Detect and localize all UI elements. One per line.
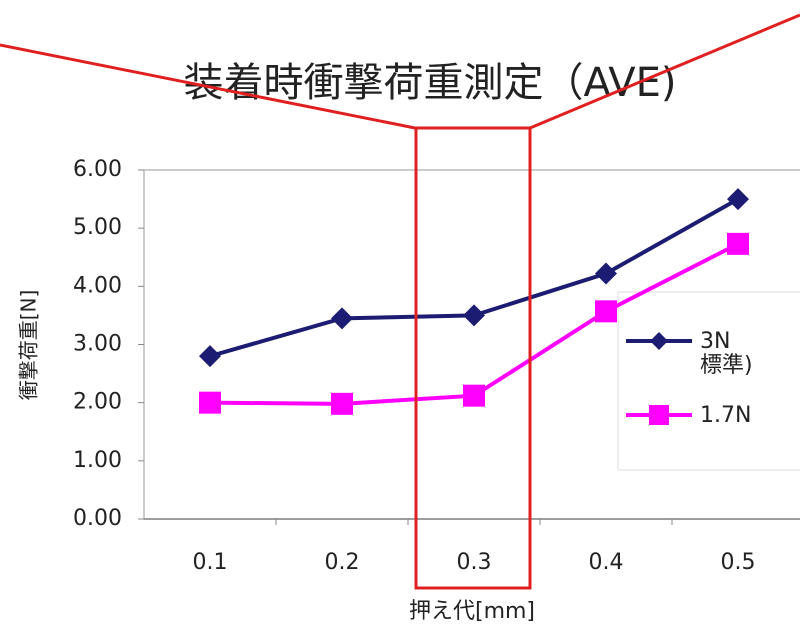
point bbox=[463, 304, 485, 327]
point bbox=[595, 300, 617, 323]
point bbox=[331, 392, 353, 415]
point bbox=[199, 345, 221, 368]
point bbox=[727, 188, 749, 211]
x-tick-label: 0.2 bbox=[325, 550, 360, 575]
callout-line bbox=[529, 13, 800, 130]
point bbox=[199, 391, 221, 414]
x-tick-label: 0.3 bbox=[457, 550, 492, 575]
highlight-box bbox=[414, 126, 532, 590]
annotation bbox=[0, 13, 800, 590]
legend-marker bbox=[650, 332, 668, 350]
point bbox=[463, 384, 485, 407]
x-axis-label: 押え代[mm] bbox=[409, 599, 535, 624]
y-tick-label: 4.00 bbox=[73, 273, 122, 298]
point bbox=[595, 262, 617, 285]
legend-label: 1.7N bbox=[700, 403, 752, 428]
y-tick-label: 0.00 bbox=[73, 506, 122, 531]
point bbox=[331, 307, 353, 330]
x-tick-label: 0.1 bbox=[193, 550, 228, 575]
legend-marker bbox=[649, 405, 669, 425]
x-tick-label: 0.5 bbox=[721, 550, 756, 575]
y-tick-label: 2.00 bbox=[73, 390, 122, 415]
y-tick-label: 1.00 bbox=[73, 448, 122, 473]
point bbox=[727, 232, 749, 255]
y-tick-label: 5.00 bbox=[73, 215, 122, 240]
legend-box bbox=[617, 291, 800, 471]
y-tick-label: 6.00 bbox=[73, 157, 122, 182]
y-tick-label: 3.00 bbox=[73, 332, 122, 357]
x-tick-label: 0.4 bbox=[589, 550, 624, 575]
callout-line bbox=[0, 43, 416, 130]
legend-label: 3N 標準) bbox=[700, 329, 753, 378]
y-axis-label: 衝撃荷重[N] bbox=[17, 290, 41, 401]
